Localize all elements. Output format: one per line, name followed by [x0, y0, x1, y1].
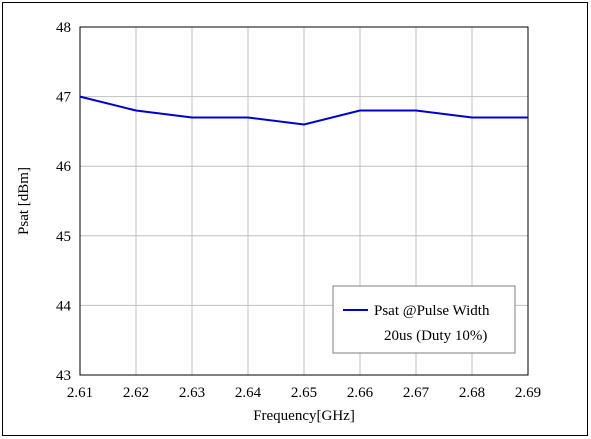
y-tick-label: 46 [56, 159, 72, 175]
legend: Psat @Pulse Width 20us (Duty 10%) [332, 285, 516, 354]
y-tick-label: 45 [56, 229, 71, 245]
x-tick-label: 2.66 [347, 385, 374, 401]
plot-area [79, 26, 529, 376]
x-tick-label: 2.69 [515, 385, 541, 401]
x-axis-label: Frequency[GHz] [253, 408, 355, 424]
series-line [79, 95, 528, 126]
x-tick-label: 2.67 [403, 385, 430, 401]
x-tick-label: 2.63 [179, 385, 205, 401]
x-tick-labels: 2.61 2.62 2.63 2.64 2.65 2.66 2.67 2.68 2.69 [67, 385, 541, 401]
legend-entry-line1: Psat @Pulse Width [374, 303, 490, 319]
y-tick-label: 43 [56, 368, 71, 384]
y-tick-label: 48 [56, 20, 71, 36]
x-tick-label: 2.62 [123, 385, 149, 401]
x-tick-label: 2.68 [459, 385, 485, 401]
x-tick-label: 2.64 [235, 385, 262, 401]
legend-box [332, 285, 516, 354]
y-axis-label: Psat [dBm] [16, 167, 32, 235]
x-tick-label: 2.61 [67, 385, 93, 401]
y-tick-labels: 43 44 45 46 47 48 [56, 20, 72, 384]
y-tick-label: 44 [56, 298, 72, 314]
y-tick-label: 47 [56, 90, 72, 106]
series-layer [79, 95, 528, 126]
legend-entry-line2: 20us (Duty 10%) [384, 328, 487, 344]
x-tick-label: 2.65 [291, 385, 317, 401]
